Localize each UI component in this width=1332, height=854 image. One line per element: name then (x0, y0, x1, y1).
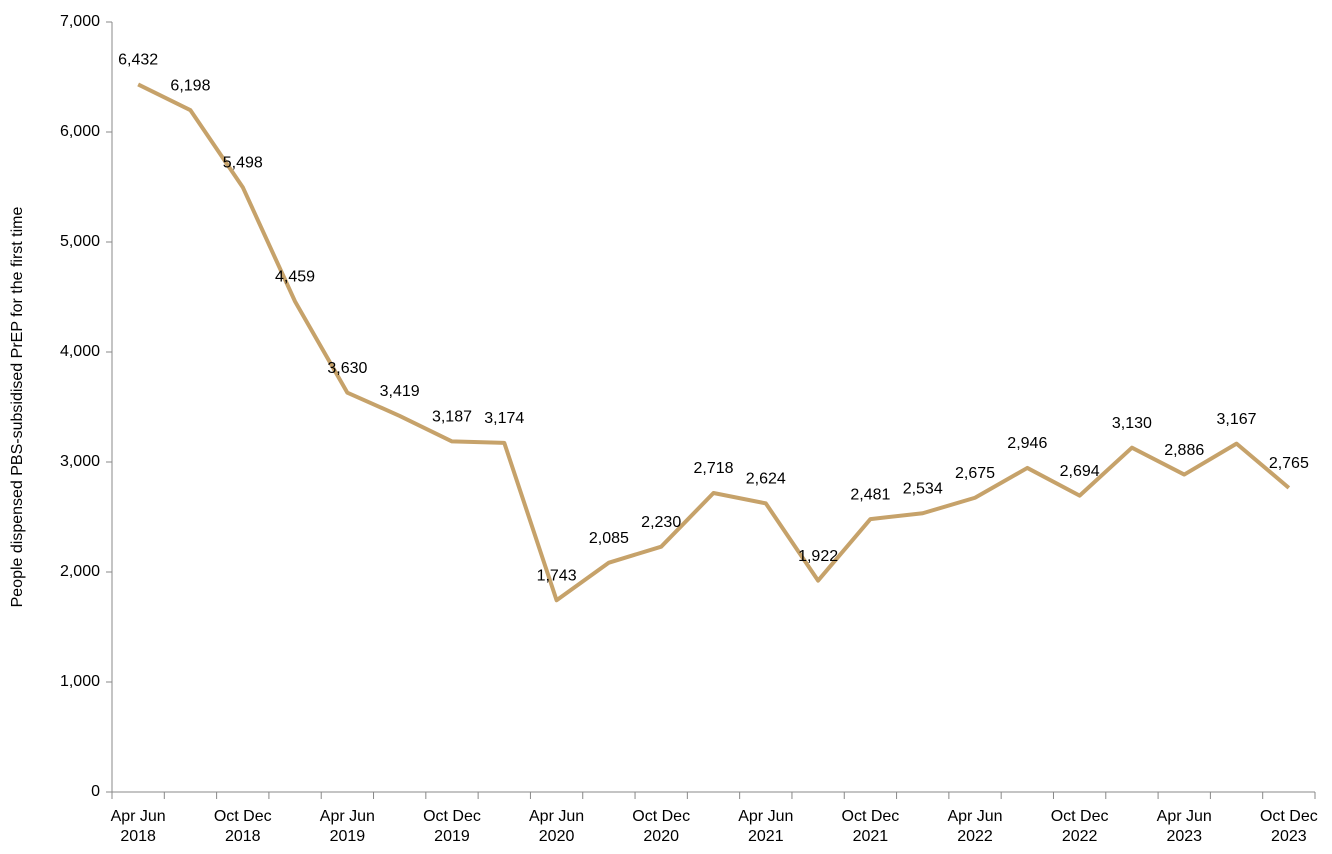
data-label: 2,534 (903, 480, 943, 497)
data-label: 3,630 (327, 360, 367, 377)
x-tick-label: Oct Dec 2019 (423, 808, 481, 845)
y-tick-label: 5,000 (60, 233, 100, 250)
y-tick-label: 3,000 (60, 453, 100, 470)
y-axis-label: People dispensed PBS-subsidised PrEP for… (9, 207, 26, 608)
data-label: 2,718 (693, 460, 733, 477)
data-label: 6,198 (170, 77, 210, 94)
data-label: 3,187 (432, 409, 472, 426)
data-label: 1,743 (537, 567, 577, 584)
x-tick-label: Apr Jun 2020 (529, 808, 585, 845)
x-tick-label: Apr Jun 2021 (738, 808, 794, 845)
x-tick-label: Oct Dec 2020 (632, 808, 691, 845)
data-label: 1,922 (798, 548, 838, 565)
data-label: 5,498 (223, 154, 263, 171)
x-tick-label: Apr Jun 2019 (319, 808, 375, 845)
x-tick-label: Oct Dec 2022 (1050, 808, 1109, 845)
data-label: 3,174 (484, 410, 524, 427)
y-tick-label: 4,000 (60, 343, 100, 360)
data-label: 4,459 (275, 269, 315, 286)
y-tick-label: 0 (91, 783, 100, 800)
data-label: 2,481 (850, 486, 890, 503)
data-label: 2,624 (746, 471, 786, 488)
y-tick-label: 1,000 (60, 673, 100, 690)
data-label: 3,130 (1112, 415, 1152, 432)
x-tick-label: Apr Jun 2018 (110, 808, 166, 845)
data-label: 2,946 (1007, 435, 1047, 452)
y-tick-label: 7,000 (60, 13, 100, 30)
data-label: 3,167 (1217, 411, 1257, 428)
x-tick-label: Oct Dec 2023 (1259, 808, 1318, 845)
data-label: 2,886 (1164, 442, 1204, 459)
data-label: 2,085 (589, 530, 629, 547)
x-tick-label: Oct Dec 2018 (213, 808, 272, 845)
data-label: 6,432 (118, 52, 158, 69)
data-label: 3,419 (380, 383, 420, 400)
x-tick-label: Oct Dec 2021 (841, 808, 900, 845)
x-tick-label: Apr Jun 2022 (947, 808, 1003, 845)
line (137, 82, 1291, 603)
y-tick-label: 6,000 (60, 123, 100, 140)
y-tick-label: 2,000 (60, 563, 100, 580)
x-tick-label: Apr Jun 2023 (1156, 808, 1212, 845)
data-label: 2,694 (1060, 463, 1100, 480)
data-label: 2,675 (955, 465, 995, 482)
data-label: 2,765 (1269, 455, 1309, 472)
data-label: 2,230 (641, 514, 681, 531)
